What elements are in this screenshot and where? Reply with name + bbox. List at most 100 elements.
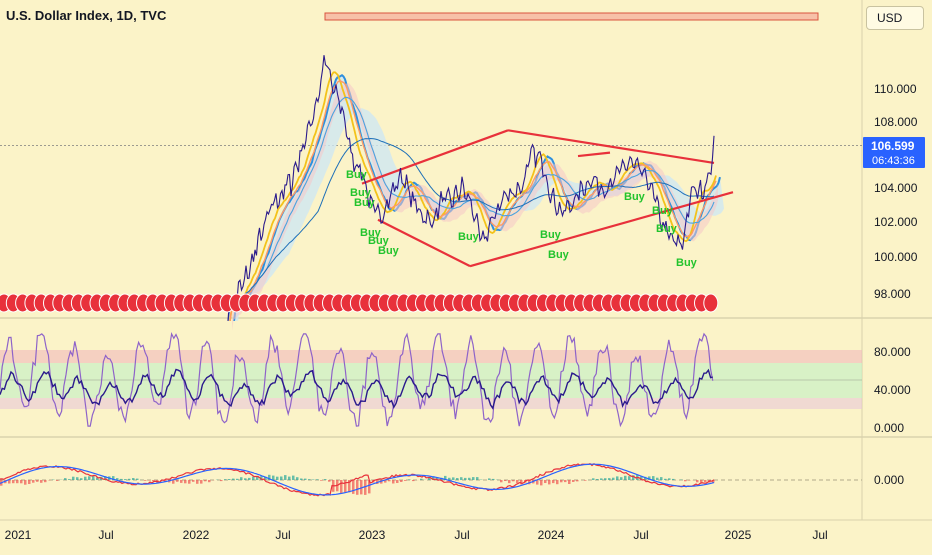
macd-histogram-bar — [684, 480, 687, 481]
buy-signal-label: Buy — [548, 249, 570, 261]
macd-histogram-bar — [512, 480, 515, 481]
macd-histogram-bar — [656, 478, 659, 480]
macd-histogram-bar — [516, 480, 519, 483]
buy-signal-label: Buy — [346, 169, 368, 181]
macd-histogram-bar — [552, 480, 555, 483]
macd-histogram-bar — [508, 480, 511, 483]
macd-histogram-bar — [548, 480, 551, 484]
price-tick-label: 110.000 — [874, 82, 917, 96]
macd-histogram-bar — [352, 480, 355, 494]
macd-histogram-bar — [596, 479, 599, 480]
time-tick-label: Jul — [812, 528, 827, 542]
macd-histogram-bar — [16, 480, 19, 483]
macd-histogram-bar — [248, 478, 251, 480]
macd-histogram-bar — [68, 479, 71, 480]
stoch-tick-label: 40.000 — [874, 383, 911, 397]
macd-histogram-bar — [12, 480, 15, 483]
macd-histogram-bar — [272, 476, 275, 480]
macd-histogram-bar — [412, 480, 415, 481]
macd-histogram-bar — [28, 480, 31, 484]
macd-histogram-bar — [476, 477, 479, 480]
macd-histogram-bar — [672, 479, 675, 480]
resistance-zone — [325, 13, 818, 20]
time-tick-label: Jul — [275, 528, 290, 542]
macd-histogram-bar — [188, 480, 191, 484]
macd-histogram-bar — [228, 479, 231, 480]
macd-histogram-bar — [488, 478, 491, 480]
macd-histogram-bar — [88, 476, 91, 480]
macd-histogram-bar — [312, 480, 315, 481]
macd-histogram-bar — [304, 479, 307, 480]
macd-histogram-bar — [560, 480, 563, 482]
macd-histogram-bar — [456, 478, 459, 480]
stoch-tick-label: 80.000 — [874, 345, 911, 359]
event-marker — [704, 294, 718, 312]
macd-histogram-bar — [576, 480, 579, 481]
macd-histogram-bar — [72, 477, 75, 480]
macd-histogram-bar — [696, 480, 699, 482]
buy-signal-label: Buy — [540, 229, 562, 241]
macd-histogram-bar — [200, 480, 203, 484]
macd-histogram-bar — [236, 479, 239, 480]
macd-histogram-bar — [196, 480, 199, 484]
macd-histogram-bar — [540, 480, 543, 485]
macd-histogram-bar — [276, 477, 279, 480]
macd-histogram-bar — [564, 480, 567, 482]
buy-signal-label: Buy — [458, 231, 480, 243]
macd-histogram-bar — [468, 478, 471, 480]
time-tick-label: Jul — [633, 528, 648, 542]
time-tick-label: 2022 — [183, 528, 210, 542]
macd-histogram-bar — [176, 480, 179, 482]
time-tick-label: 2023 — [359, 528, 386, 542]
macd-histogram-bar — [44, 480, 47, 482]
macd-histogram-bar — [616, 476, 619, 480]
macd-tick-label: 0.000 — [874, 473, 904, 487]
macd-histogram-bar — [420, 479, 423, 480]
macd-histogram-bar — [300, 479, 303, 481]
macd-histogram-bar — [32, 480, 35, 483]
macd-histogram-bar — [20, 480, 23, 483]
macd-histogram-bar — [324, 479, 327, 480]
macd-histogram-bar — [240, 477, 243, 480]
macd-histogram-bar — [132, 478, 135, 480]
macd-histogram-bar — [460, 477, 463, 480]
macd-histogram-bar — [208, 480, 211, 482]
macd-histogram-bar — [204, 480, 207, 481]
stoch-overbought-band — [0, 350, 862, 363]
price-badge-value: 106.599 — [871, 139, 915, 153]
macd-histogram-bar — [136, 479, 139, 480]
time-tick-label: 2021 — [5, 528, 32, 542]
macd-histogram-bar — [652, 476, 655, 480]
macd-histogram-bar — [356, 480, 359, 495]
macd-histogram-bar — [40, 480, 43, 483]
macd-histogram-bar — [184, 480, 187, 483]
price-badge-countdown: 06:43:36 — [872, 155, 915, 167]
macd-histogram-bar — [668, 478, 671, 480]
macd-histogram-bar — [24, 480, 27, 485]
macd-histogram-bar — [492, 479, 495, 480]
macd-histogram-bar — [664, 479, 667, 480]
buy-signal-label: Buy — [624, 191, 646, 203]
macd-histogram-bar — [316, 479, 319, 480]
price-tick-label: 104.000 — [874, 181, 918, 195]
macd-histogram-bar — [544, 480, 547, 483]
trend-line — [578, 153, 610, 156]
price-tick-label: 102.000 — [874, 215, 918, 229]
macd-histogram-bar — [408, 479, 411, 480]
buy-signal-label: Buy — [656, 223, 678, 235]
macd-histogram-bar — [600, 478, 603, 480]
macd-histogram-bar — [612, 478, 615, 480]
macd-histogram-bar — [572, 480, 575, 482]
macd-histogram-bar — [56, 480, 59, 481]
macd-histogram-bar — [448, 478, 451, 480]
macd-histogram-bar — [388, 480, 391, 481]
macd-histogram-bar — [328, 480, 331, 482]
macd-histogram-bar — [192, 480, 195, 482]
currency-selector[interactable]: USD — [866, 6, 924, 30]
macd-histogram-bar — [608, 478, 611, 480]
macd-histogram-bar — [224, 479, 227, 480]
macd-histogram-bar — [280, 477, 283, 481]
macd-histogram-bar — [144, 480, 147, 481]
